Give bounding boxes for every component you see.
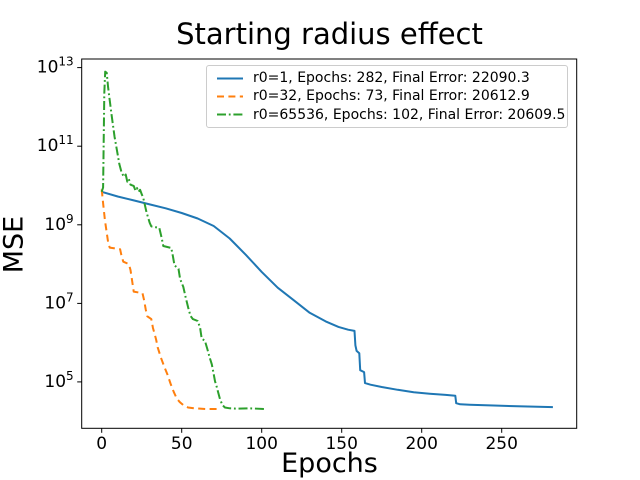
series-line-r0-32 [100, 189, 219, 410]
y-tick-label: 107 [44, 290, 73, 313]
x-tick-label: 50 [171, 434, 193, 454]
x-tick-label: 200 [405, 434, 437, 454]
x-tick-label: 150 [325, 434, 357, 454]
legend-label: r0=65536, Epochs: 102, Final Error: 2060… [253, 106, 566, 123]
chart-title: Starting radius effect [176, 17, 483, 51]
legend-label: r0=1, Epochs: 282, Final Error: 22090.3 [253, 70, 530, 87]
legend-line-sample-icon [217, 113, 243, 116]
legend-item-r0-65536: r0=65536, Epochs: 102, Final Error: 2060… [216, 108, 565, 122]
legend-item-r0-32: r0=32, Epochs: 73, Final Error: 20612.9 [216, 89, 558, 103]
series-line-r0-1 [101, 190, 553, 409]
legend-label: r0=32, Epochs: 73, Final Error: 20612.9 [253, 88, 530, 105]
legend-line-sample-icon [217, 77, 243, 80]
x-tick-label: 250 [485, 434, 517, 454]
x-axis-label: Epochs [281, 448, 378, 479]
x-tick-label: 100 [245, 434, 277, 454]
axes-spines [81, 58, 578, 429]
legend-line-sample-icon [217, 95, 243, 98]
legend: r0=1, Epochs: 282, Final Error: 22090.3 … [206, 65, 568, 128]
y-tick-label: 1013 [37, 55, 74, 78]
y-tick-label: 1011 [37, 133, 74, 156]
series-line-r0-65536 [100, 70, 265, 410]
y-tick-label: 105 [44, 369, 73, 392]
x-tick-label: 0 [96, 434, 107, 454]
legend-item-r0-1: r0=1, Epochs: 282, Final Error: 22090.3 [216, 71, 558, 85]
y-tick-label: 109 [44, 212, 73, 235]
